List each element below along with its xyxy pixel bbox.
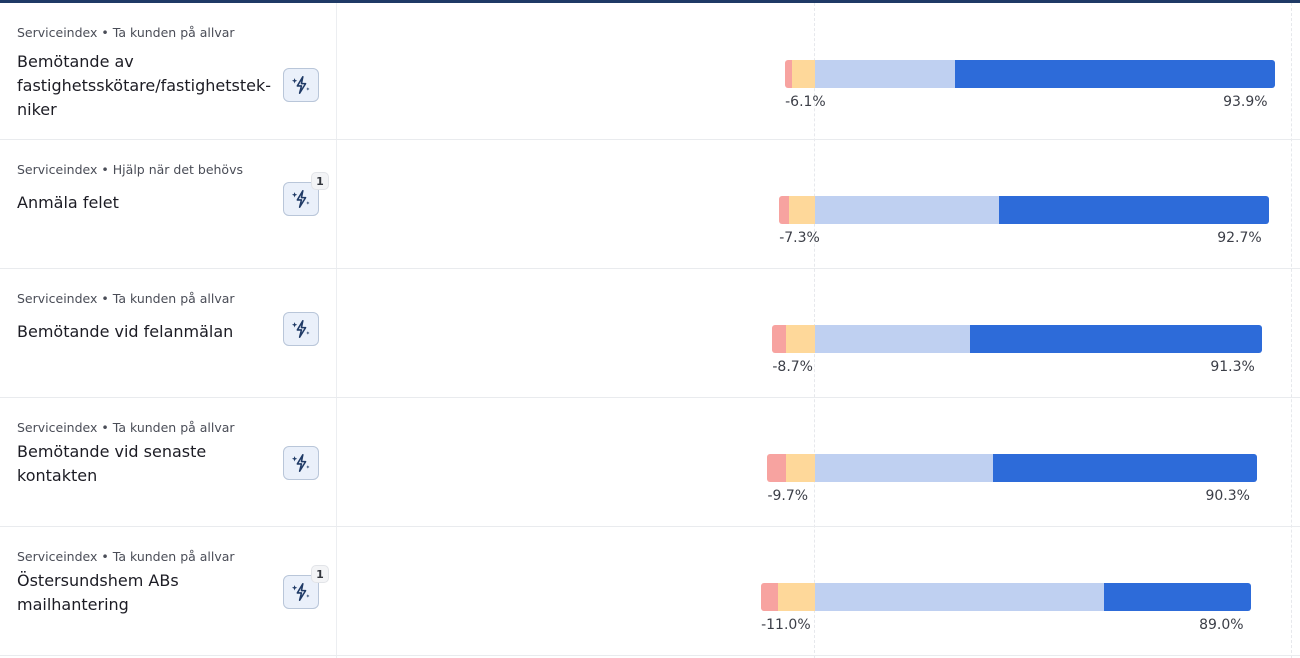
very-negative-segment — [767, 454, 786, 482]
ai-insights-button[interactable] — [283, 182, 319, 216]
question-row: Serviceindex • Ta kunden på allvar Östersu… — [0, 527, 1300, 656]
question-category: Serviceindex • Ta kunden på allvar — [17, 25, 235, 40]
column-divider — [336, 3, 337, 658]
negative-segment — [792, 60, 815, 88]
positive-segment — [814, 583, 1105, 611]
positive-share-label: 89.0% — [1199, 617, 1244, 633]
negative-share-label: -11.0% — [761, 617, 811, 633]
sparkle-lightning-icon — [291, 75, 310, 95]
question-title: Anmäla felet — [17, 193, 119, 212]
question-row: Serviceindex • Ta kunden på allvar Bemötan… — [0, 398, 1300, 527]
sentiment-stacked-bar — [779, 196, 1270, 224]
negative-segment — [788, 196, 815, 224]
negative-share-label: -8.7% — [772, 359, 813, 375]
ai-insight-count-badge: 1 — [311, 565, 329, 583]
question-title: Bemötande av fastighetsskötare/fastighet… — [17, 52, 271, 119]
sparkle-lightning-icon — [291, 189, 310, 209]
very-positive-segment — [993, 454, 1258, 482]
positive-share-label: 92.7% — [1217, 230, 1262, 246]
negative-segment — [785, 454, 815, 482]
sentiment-stacked-bar — [772, 325, 1263, 353]
very-positive-segment — [999, 196, 1270, 224]
question-title: Bemötande vid senaste kontakten — [17, 442, 207, 485]
question-category: Serviceindex • Ta kunden på allvar — [17, 549, 235, 564]
negative-segment — [778, 583, 815, 611]
ai-insight-count-badge: 1 — [311, 172, 329, 190]
negative-share-label: -7.3% — [779, 230, 820, 246]
max-gridline — [1291, 3, 1292, 658]
very-positive-segment — [970, 325, 1263, 353]
question-title: Östersundshem ABs mailhantering — [17, 571, 179, 614]
sparkle-lightning-icon — [291, 319, 310, 339]
top-accent-bar — [0, 0, 1300, 3]
positive-share-label: 93.9% — [1223, 94, 1268, 110]
positive-segment — [814, 60, 955, 88]
very-positive-segment — [954, 60, 1276, 88]
question-category: Serviceindex • Ta kunden på allvar — [17, 291, 235, 306]
question-list: Serviceindex • Ta kunden på allvar Bemötan… — [0, 3, 1300, 656]
sentiment-stacked-bar — [767, 454, 1258, 482]
negative-share-label: -9.7% — [767, 488, 809, 504]
ai-insights-button[interactable] — [283, 312, 319, 346]
sparkle-lightning-icon — [291, 453, 310, 473]
very-negative-segment — [779, 196, 789, 224]
question-row: Serviceindex • Hjälp när det behövs Anmäla… — [0, 140, 1300, 269]
question-title: Bemötande vid felanmälan — [17, 322, 234, 341]
very-positive-segment — [1104, 583, 1252, 611]
very-negative-segment — [761, 583, 779, 611]
question-category: Serviceindex • Hjälp när det behövs — [17, 162, 243, 177]
sentiment-stacked-bar — [761, 583, 1252, 611]
positive-share-label: 90.3% — [1205, 488, 1250, 504]
negative-share-label: -6.1% — [785, 94, 826, 110]
positive-segment — [814, 454, 994, 482]
ai-insights-button[interactable] — [283, 68, 319, 102]
sparkle-lightning-icon — [291, 582, 310, 602]
ai-insights-button[interactable] — [283, 446, 319, 480]
very-negative-segment — [785, 60, 793, 88]
question-row: Serviceindex • Ta kunden på allvar Bemötan… — [0, 269, 1300, 398]
sentiment-stacked-bar — [785, 60, 1276, 88]
positive-share-label: 91.3% — [1210, 359, 1255, 375]
negative-segment — [786, 325, 815, 353]
very-negative-segment — [772, 325, 787, 353]
question-category: Serviceindex • Ta kunden på allvar — [17, 420, 235, 435]
positive-segment — [814, 196, 1000, 224]
positive-segment — [814, 325, 971, 353]
question-row: Serviceindex • Ta kunden på allvar Bemötan… — [0, 3, 1300, 140]
